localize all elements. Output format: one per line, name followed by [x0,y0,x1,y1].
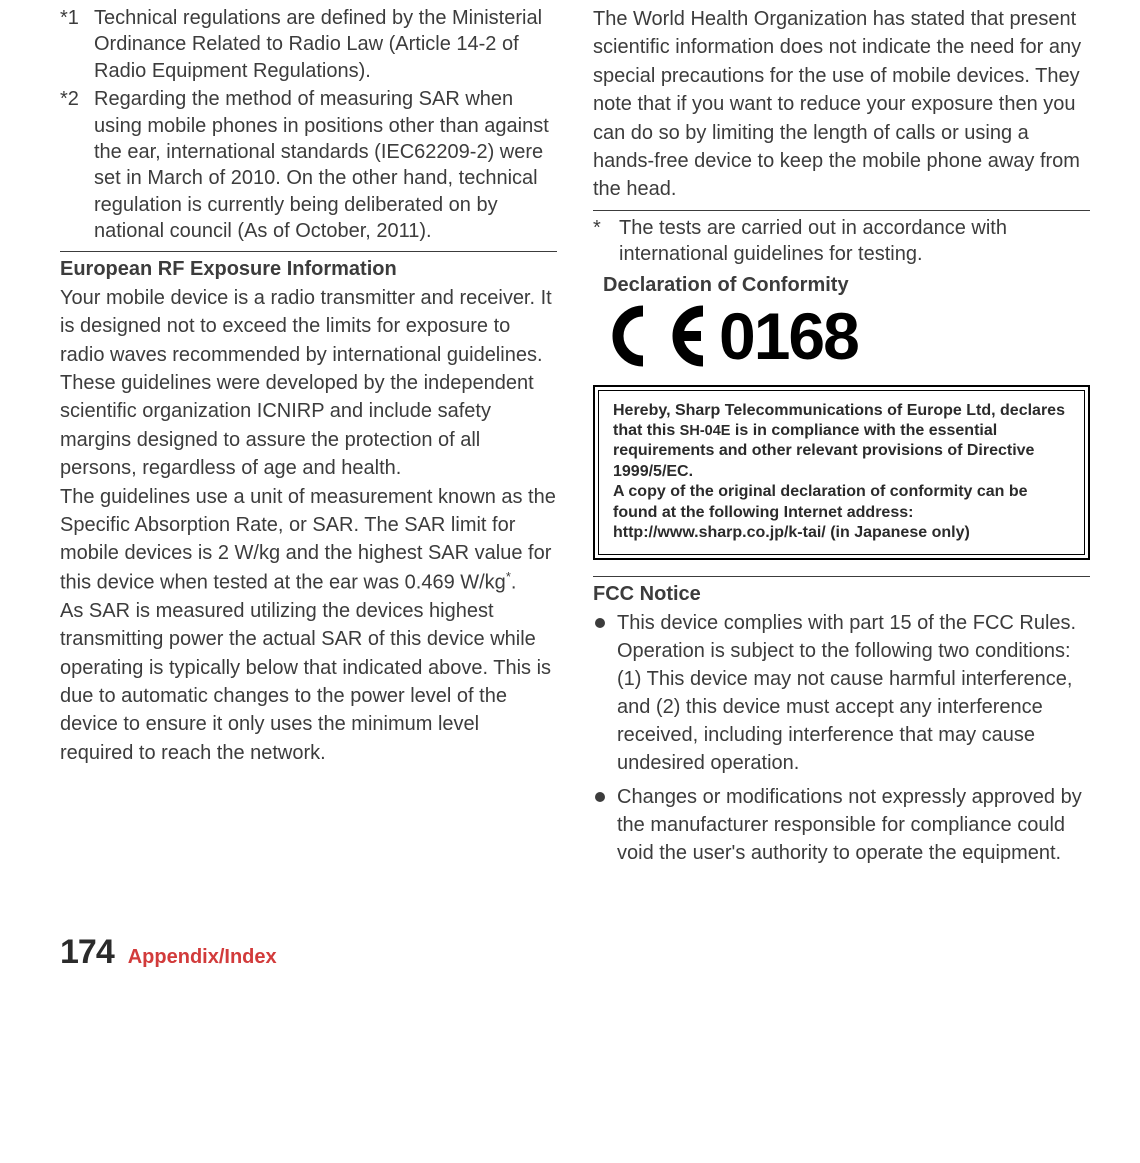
star-note: * The tests are carried out in accordanc… [593,215,1090,268]
fcc-bullet-1: This device complies with part 15 of the… [593,609,1090,777]
footnote-1: *1 Technical regulations are defined by … [60,5,557,84]
fcc-b1-c: (1) This device may not cause harmful in… [617,668,1072,774]
page-columns: *1 Technical regulations are defined by … [60,5,1090,873]
eu-p1b-pre: The guidelines use a unit of measurement… [60,486,556,594]
decl-line2: A copy of the original declaration of co… [613,483,1028,520]
page-footer: 174 Appendix/Index [60,933,1090,972]
footnote-1-marker: *1 [60,5,94,84]
fcc-b1-b: Operation is subject to the following tw… [617,640,1071,662]
footnote-2-text: Regarding the method of measuring SAR wh… [94,86,557,244]
fcc-b2: Changes or modifications not expressly a… [617,786,1082,864]
divider [593,576,1090,577]
footnote-1-text: Technical regulations are defined by the… [94,5,557,84]
decl-model: SH-04E [680,423,731,439]
divider [593,210,1090,211]
fcc-b1-a: This device complies with part 15 of the… [617,612,1076,634]
doc-title: Declaration of Conformity [603,274,1090,297]
eu-p2: As SAR is measured utilizing the devices… [60,600,551,764]
ce-mark-icon [593,305,713,367]
declaration-box: Hereby, Sharp Telecommunications of Euro… [593,385,1090,560]
who-paragraph: The World Health Organization has stated… [593,5,1090,204]
right-column: The World Health Organization has stated… [593,5,1090,873]
footnote-2-marker: *2 [60,86,94,244]
footnote-2: *2 Regarding the method of measuring SAR… [60,86,557,244]
star-text: The tests are carried out in accordance … [619,215,1090,268]
star-marker: * [593,215,619,268]
page-number: 174 [60,933,114,972]
declaration-box-inner: Hereby, Sharp Telecommunications of Euro… [598,390,1085,555]
declaration-text: Hereby, Sharp Telecommunications of Euro… [613,401,1072,544]
eu-paragraph: Your mobile device is a radio transmitte… [60,284,557,767]
eu-p1b-post: . [511,571,517,593]
divider [60,251,557,252]
fcc-bullet-2: Changes or modifications not expressly a… [593,783,1090,867]
eu-p1a: Your mobile device is a radio transmitte… [60,287,552,479]
ce-number: 0168 [719,303,858,369]
section-label: Appendix/Index [128,946,277,969]
fcc-heading: FCC Notice [593,581,1090,607]
decl-line3: http://www.sharp.co.jp/k-tai/ (in Japane… [613,524,970,541]
left-column: *1 Technical regulations are defined by … [60,5,557,873]
eu-heading: European RF Exposure Information [60,256,557,282]
ce-mark-row: 0168 [593,303,1090,369]
fcc-bullets: This device complies with part 15 of the… [593,609,1090,867]
